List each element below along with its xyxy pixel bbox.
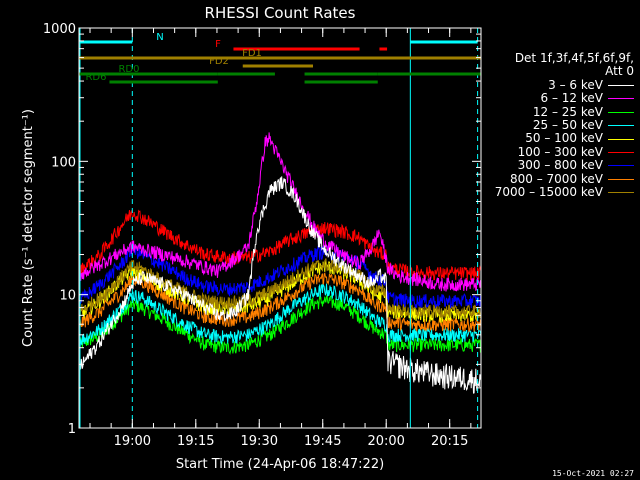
legend-entry: 25 – 50 keV [484,118,634,133]
flag-label-fd1: FD1 [242,48,262,59]
legend-entry-label: 7000 – 15000 keV [494,185,603,200]
x-axis-label: Start Time (24-Apr-06 18:47:22) [176,457,384,472]
legend-entry-label: 300 – 800 keV [517,158,603,173]
legend-entry-label: 100 – 300 keV [517,144,603,159]
flag-label-rd6: RD6 [85,72,106,83]
series-line-5 [78,209,482,282]
series-line-0 [78,176,482,394]
y-tick-label: 100 [51,155,76,170]
flag-label-f: F [215,39,221,50]
series-line-8 [78,258,482,319]
legend-entry: 3 – 6 keV [484,77,634,92]
y-tick-label: 1 [68,422,76,437]
y-tick-label: 1000 [43,22,76,37]
y-tick-label: 10 [59,289,76,304]
x-tick-label: 19:45 [304,434,341,449]
x-tick-label: 20:15 [431,434,468,449]
legend-swatch [608,98,634,100]
legend-entry: 300 – 800 keV [484,158,634,173]
legend-entry-label: 800 – 7000 keV [510,171,603,186]
series-line-3 [78,282,482,348]
legend-header-line-2: Att 0 [605,64,634,79]
legend-entry: 100 – 300 keV [484,144,634,159]
legend-swatch [608,178,634,180]
footer-date: 15-Oct-2021 02:27 [552,469,634,478]
legend-entry: 6 – 12 keV [484,91,634,106]
legend-swatch [608,138,634,140]
legend-swatch [608,152,634,154]
x-tick-label: 19:15 [177,434,214,449]
legend-swatch [608,192,634,194]
x-tick-label: 20:00 [367,434,404,449]
legend-entry: 50 – 100 keV [484,132,634,145]
flag-label-n: N [156,32,163,43]
flag-label-fd2: FD2 [209,56,229,67]
legend-entry: 7000 – 15000 keV [484,185,634,200]
legend-header-line-1: Det 1f,3f,4f,5f,6f,9f, [514,51,634,65]
flag-label-rd0: RD0 [118,64,139,75]
y-axis-label: Count Rate (s⁻¹ detector segment⁻¹) [21,109,36,347]
legend-swatch [608,111,634,113]
x-tick-label: 19:30 [241,434,278,449]
chart-title: RHESSI Count Rates [205,4,356,22]
legend-entry-label: 25 – 50 keV [532,118,603,133]
legend-entry: 800 – 7000 keV [484,171,634,186]
legend-swatch [608,125,634,127]
legend-entry-label: 3 – 6 keV [548,77,603,92]
series-line-7 [78,272,482,333]
series-line-2 [78,295,482,355]
chart-legend: Det 1f,3f,4f,5f,6f,9f, Att 0 3 – 6 keV 6 … [484,51,634,200]
legend-swatch [608,165,634,167]
legend-swatch [608,85,634,87]
series-line-6 [78,243,482,309]
series-line-1 [78,132,482,292]
x-tick-label: 19:00 [114,434,151,449]
legend-entry-label: 6 – 12 keV [540,91,603,106]
legend-entry-label: 50 – 100 keV [525,131,603,146]
legend-entry: 12 – 25 keV [484,104,634,119]
legend-entry-label: 12 – 25 keV [532,104,603,119]
